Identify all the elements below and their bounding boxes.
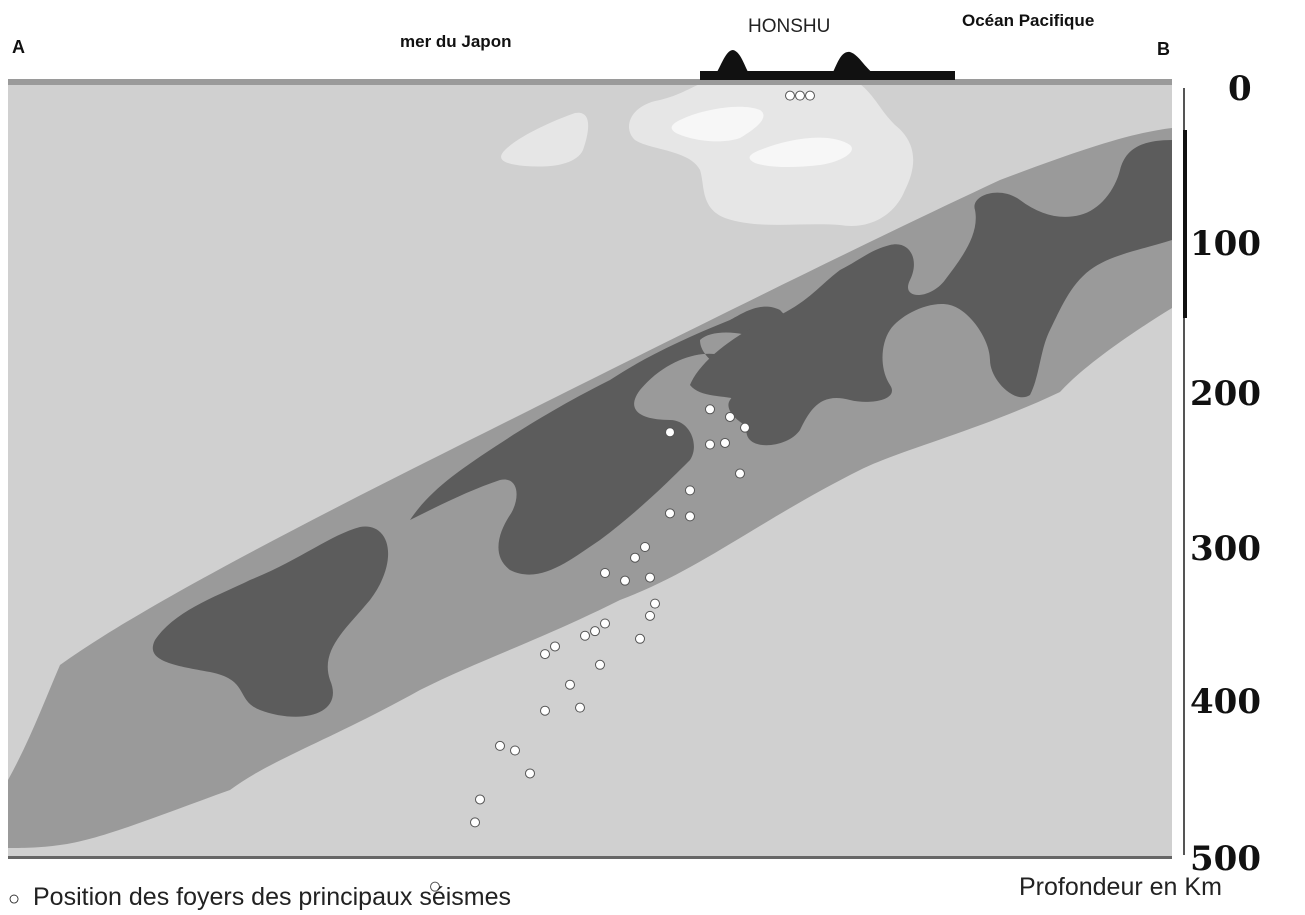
earthquake-focus	[430, 881, 440, 892]
earthquake-focus	[685, 485, 695, 496]
earthquake-focus	[665, 427, 675, 438]
earthquake-focus	[795, 90, 805, 101]
slab-core-group	[152, 140, 1172, 717]
legend-marker-icon: ○	[8, 888, 20, 910]
earthquake-focus	[595, 659, 605, 670]
depth-tick-label: 100	[1190, 224, 1261, 264]
earthquake-focus	[550, 641, 560, 652]
earthquake-focus	[740, 422, 750, 433]
point-a-label: A	[12, 37, 25, 57]
earthquake-focus	[630, 552, 640, 563]
earthquake-focus	[475, 794, 485, 805]
earthquake-focus	[540, 705, 550, 716]
island-land-strip	[700, 71, 955, 80]
earthquake-focus	[705, 404, 715, 415]
earthquake-focus	[565, 679, 575, 690]
earthquake-focus	[575, 702, 585, 713]
earthquake-focus	[705, 439, 715, 450]
earthquake-focus	[510, 745, 520, 756]
surface-line	[8, 79, 1172, 85]
depth-tick-label: 0	[1228, 69, 1252, 109]
island-label: HONSHU	[748, 16, 830, 37]
earthquake-focus	[540, 649, 550, 660]
depth-tick-label: 500	[1190, 839, 1261, 879]
earthquake-focus	[785, 90, 795, 101]
slab-core-deep	[152, 526, 389, 717]
earthquake-focus	[525, 768, 535, 779]
earthquake-focus	[495, 740, 505, 751]
earthquake-focus	[590, 626, 600, 637]
earthquake-focus	[645, 610, 655, 621]
earthquake-focus	[620, 575, 630, 586]
earthquake-focus	[735, 468, 745, 479]
earthquake-focus	[725, 411, 735, 422]
hottest-zone-1	[671, 106, 764, 142]
depth-tick-label: 300	[1190, 529, 1261, 569]
island-mountain-left	[713, 50, 752, 78]
legend-text: Position des foyers des principaux séism…	[33, 883, 511, 911]
earthquake-focus	[470, 817, 480, 828]
earthquake-focus	[645, 572, 655, 583]
earthquake-focus	[600, 568, 610, 579]
hottest-zone-2	[749, 137, 852, 168]
slab-core-mid	[410, 306, 791, 575]
bottom-frame-line	[8, 856, 1172, 859]
earthquake-focus	[635, 633, 645, 644]
ocean-label: Océan Pacifique	[962, 11, 1094, 30]
point-b-label: B	[1157, 39, 1170, 59]
earthquake-focus	[805, 90, 815, 101]
earthquake-focus	[665, 508, 675, 519]
earthquake-focus	[580, 630, 590, 641]
earthquake-foci	[430, 90, 815, 892]
earthquake-focus	[720, 437, 730, 448]
sea-label: mer du Japon	[400, 32, 511, 51]
earthquake-focus	[650, 598, 660, 609]
depth-tick-label: 200	[1190, 374, 1261, 414]
earthquake-focus	[685, 511, 695, 522]
earthquake-focus	[640, 542, 650, 552]
island-mountain-right	[830, 51, 880, 78]
earthquake-focus	[600, 618, 610, 629]
depth-tick-label: 400	[1190, 682, 1261, 722]
slab-core-upper	[690, 140, 1172, 446]
depth-caption: Profondeur en Km	[1019, 873, 1222, 901]
hot-zone-left-blob	[501, 112, 589, 167]
